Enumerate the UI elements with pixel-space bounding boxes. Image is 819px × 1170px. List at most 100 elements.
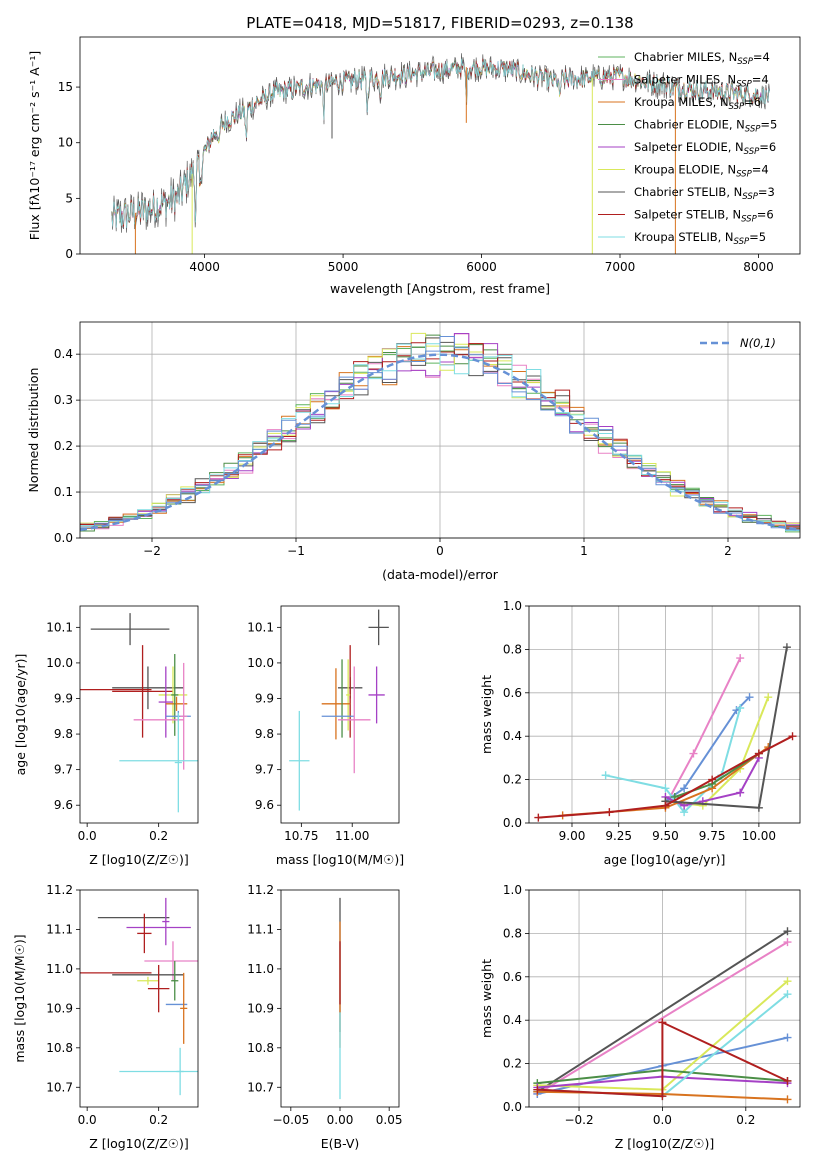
weight-line	[537, 1020, 788, 1098]
residuals-panel: −2 −1 0 1 2 0.0 0.1 0.2 0.3 0.4 (data-model)/error…	[26, 321, 801, 582]
y-tick-label: 0.2	[503, 1057, 522, 1071]
plot-area	[80, 332, 800, 533]
y-tick-label: 11.0	[247, 962, 274, 976]
x-tick-label: 11.00	[335, 829, 369, 843]
weight-marker	[736, 654, 745, 663]
x-tick-label: −0.05	[272, 1113, 309, 1127]
weight-marker	[754, 803, 763, 812]
legend-label: Kroupa STELIB, NSSP=5	[634, 230, 766, 247]
age-vs-mass-panel: 10.75 11.00 9.6 9.7 9.8 9.9 10.0 10.1 mass [log1…	[247, 605, 404, 867]
weight-marker	[680, 784, 689, 793]
y-tick-label: 0.2	[54, 439, 73, 453]
x-tick-label: 0	[436, 544, 444, 558]
weight-marker	[745, 693, 754, 702]
y-tick-label: 0.8	[503, 926, 522, 940]
y-tick-label: 10.8	[247, 1041, 274, 1055]
axes-frame	[280, 605, 400, 824]
x-tick-label: 5000	[328, 260, 359, 274]
weight-line	[664, 657, 742, 807]
y-tick-label: 9.6	[54, 798, 73, 812]
x-tick-label: 10.75	[284, 829, 318, 843]
y-tick-label: 9.8	[255, 727, 274, 741]
legend-label: Salpeter MILES, NSSP=4	[634, 73, 769, 90]
mass-vs-ebv-panel: −0.05 0.00 0.05 10.7 10.8 10.9 11.0 11.1 11.2 E(B…	[247, 883, 402, 1151]
y-tick-label: 0.1	[54, 485, 73, 499]
plot-area	[80, 613, 198, 813]
weight-marker	[783, 1095, 792, 1104]
y-tick-label: 10.7	[247, 1080, 274, 1094]
y-tick-label: 0.6	[503, 970, 522, 984]
y-tick-label: 10.0	[46, 656, 73, 670]
weight-marker	[736, 703, 745, 712]
weight-marker	[534, 813, 543, 822]
weight-marker	[783, 927, 792, 936]
weight-marker	[783, 1076, 792, 1085]
x-tick-label: 0.2	[736, 1113, 755, 1127]
y-tick-label: 11.2	[46, 883, 73, 897]
y-tick-label: 11.1	[46, 922, 73, 936]
weight-marker	[754, 749, 763, 758]
legend-label: Salpeter STELIB, NSSP=6	[634, 208, 774, 225]
weight-marker	[783, 1033, 792, 1042]
x-tick-label: −2	[143, 544, 161, 558]
legend-label: Salpeter ELODIE, NSSP=6	[634, 140, 776, 157]
y-tick-label: 11.1	[247, 922, 274, 936]
x-tick-label: 9.00	[559, 829, 586, 843]
y-tick-label: 9.9	[255, 691, 274, 705]
x-tick-label: 9.25	[605, 829, 632, 843]
x-tick-label: 0.0	[78, 1113, 97, 1127]
spectrum-line	[111, 58, 770, 229]
y-tick-label: 11.0	[46, 962, 73, 976]
x-tick-label: 8000	[743, 260, 774, 274]
weight-marker	[783, 990, 792, 999]
plot-area	[80, 897, 198, 1096]
y-tick-label: 10.1	[247, 620, 274, 634]
axes-frame	[79, 605, 199, 824]
y-axis-label: mass [log10(M/M☉)]	[12, 934, 27, 1062]
spectrum-line	[111, 53, 770, 233]
x-tick-label: 0.2	[149, 1113, 168, 1127]
mass-vs-z-panel: 0.0 0.2 10.7 10.8 10.9 11.0 11.1 11.2 Z [log10(Z…	[12, 883, 199, 1151]
weight-marker	[764, 693, 773, 702]
y-tick-label: 9.7	[255, 763, 274, 777]
legend-label: Chabrier STELIB, NSSP=3	[634, 185, 775, 202]
y-tick-label: 10.8	[46, 1041, 73, 1055]
weight-marker	[658, 1092, 667, 1101]
y-tick-label: 0.0	[54, 531, 73, 545]
spectrum-panel: 4000 5000 6000 7000 8000 0 5 10 15 wavelength [An…	[27, 36, 801, 296]
weights-vs-z-panel: −0.2 0.0 0.2 0.0 0.2 0.4 0.6 0.8 1.0 Z [log10(Z/Z…	[479, 883, 801, 1151]
x-tick-label: −1	[287, 544, 305, 558]
weight-marker	[736, 788, 745, 797]
gaussian-reference-line	[80, 353, 800, 532]
x-tick-label: 1	[580, 544, 588, 558]
x-axis-label: Z [log10(Z/Z☉)]	[89, 852, 189, 867]
x-axis-label: wavelength [Angstrom, rest frame]	[330, 281, 550, 296]
x-tick-label: 4000	[189, 260, 220, 274]
x-tick-label: 6000	[466, 260, 497, 274]
weight-line	[536, 930, 789, 1093]
y-tick-label: 10.1	[46, 620, 73, 634]
y-tick-label: 0.0	[503, 816, 522, 830]
y-tick-label: 9.7	[54, 763, 73, 777]
weight-marker	[689, 749, 698, 758]
x-axis-label: E(B-V)	[321, 1136, 360, 1151]
weight-marker	[782, 643, 791, 652]
axes-frame	[280, 889, 400, 1108]
y-tick-label: 9.8	[54, 727, 73, 741]
plot-area	[534, 643, 797, 822]
axes-frame	[528, 605, 801, 824]
age-vs-z-panel: 0.0 0.2 9.6 9.7 9.8 9.9 10.0 10.1 Z [log10(Z/Z☉)…	[13, 605, 199, 867]
y-tick-label: 15	[58, 80, 73, 94]
weight-marker	[658, 1018, 667, 1027]
figure-title: PLATE=0418, MJD=51817, FIBERID=0293, z=0…	[246, 14, 633, 32]
x-tick-label: 0.2	[149, 829, 168, 843]
axes-frame	[528, 889, 801, 1108]
y-tick-label: 5	[65, 191, 73, 205]
y-axis-label: mass weight	[479, 675, 494, 754]
axes-frame	[79, 889, 199, 1108]
x-axis-label: Z [log10(Z/Z☉)]	[615, 1136, 715, 1151]
weights-vs-age-panel: 9.00 9.25 9.50 9.75 10.00 0.0 0.2 0.4 0.6 0.8 1.0 a…	[479, 599, 801, 867]
x-tick-label: 7000	[605, 260, 636, 274]
x-axis-label: Z [log10(Z/Z☉)]	[89, 1136, 189, 1151]
